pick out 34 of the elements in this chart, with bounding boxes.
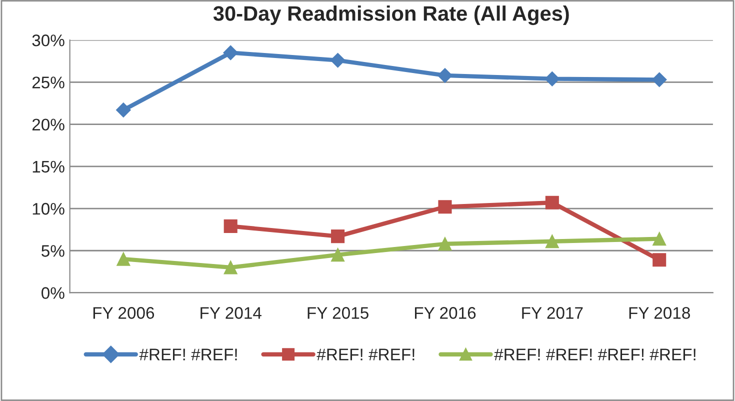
y-tick-label: 10% <box>32 202 64 215</box>
point <box>331 248 345 262</box>
point <box>652 72 667 88</box>
y-tick-label: 0% <box>42 287 64 299</box>
x-tick-label: FY 2017 <box>522 307 583 319</box>
point <box>438 200 452 214</box>
x-tick-label: FY 2015 <box>308 307 368 319</box>
point <box>544 71 560 86</box>
point <box>224 219 238 233</box>
point <box>545 234 559 248</box>
point <box>331 230 345 244</box>
point <box>224 260 238 274</box>
y-tick-label: 20% <box>32 118 64 131</box>
y-tick-label: 15% <box>32 160 64 173</box>
x-tick-label: FY 2006 <box>93 307 154 319</box>
point <box>116 252 130 266</box>
x-tick-label: FY 2014 <box>200 307 262 319</box>
x-tick-label: FY 2016 <box>414 307 476 319</box>
y-tick-label: 25% <box>32 76 64 88</box>
point <box>652 253 666 267</box>
point <box>652 232 666 246</box>
y-tick-label: 30% <box>32 34 64 46</box>
point <box>438 68 452 83</box>
legend-label: #REF! #REF! #REF! #REF! <box>494 348 696 360</box>
legend-label: #REF! #REF! <box>139 348 237 360</box>
point <box>330 52 346 68</box>
point <box>545 196 559 210</box>
point <box>223 45 238 60</box>
legend-label: #REF! #REF! <box>316 348 414 360</box>
chart-title: 30-Day Readmission Rate (All Ages) <box>213 6 569 26</box>
point <box>438 237 452 251</box>
point <box>116 102 131 118</box>
x-tick-label: FY 2018 <box>629 307 690 319</box>
y-tick-label: 5% <box>42 245 64 257</box>
